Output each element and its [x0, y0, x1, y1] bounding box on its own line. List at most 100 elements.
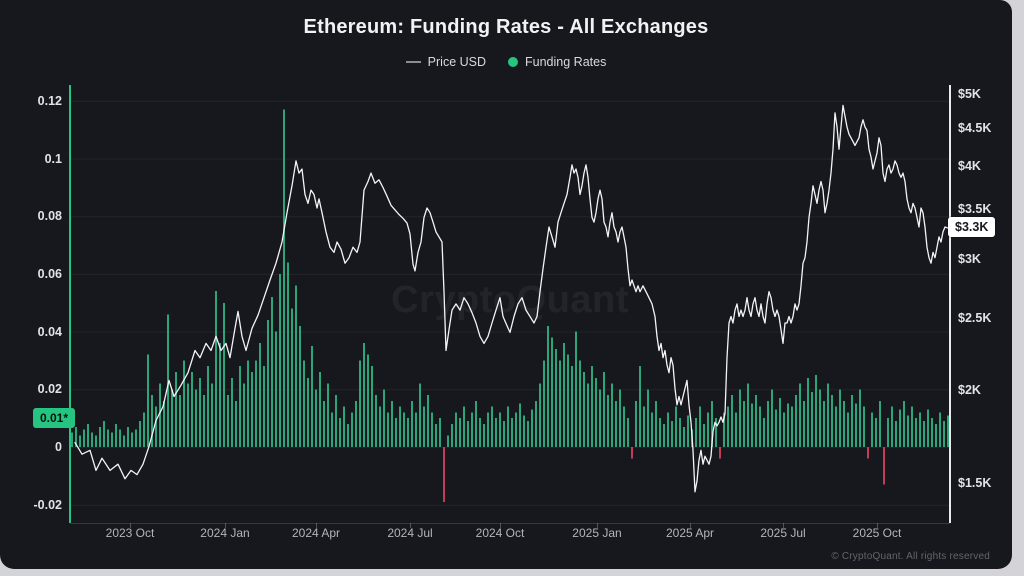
- funding-bar: [559, 360, 561, 447]
- funding-bar: [127, 426, 129, 447]
- funding-bar: [363, 343, 365, 447]
- funding-bar: [531, 409, 533, 447]
- funding-bar: [123, 435, 125, 447]
- funding-bar: [275, 331, 277, 447]
- funding-bar: [291, 308, 293, 447]
- legend-item-price[interactable]: Price USD: [405, 55, 487, 69]
- funding-bar: [411, 400, 413, 447]
- funding-bar: [591, 366, 593, 447]
- funding-bar: [347, 423, 349, 447]
- funding-bar: [95, 435, 97, 447]
- funding-bar: [623, 406, 625, 447]
- funding-bar: [795, 395, 797, 447]
- funding-bar: [567, 354, 569, 447]
- funding-bar: [187, 383, 189, 447]
- x-axis-tick-label: 2024 Jan: [200, 526, 250, 540]
- funding-bar: [931, 418, 933, 447]
- funding-bar: [483, 423, 485, 447]
- funding-bar: [579, 360, 581, 447]
- funding-bar: [671, 421, 673, 447]
- funding-bar: [75, 426, 77, 447]
- funding-bar: [927, 409, 929, 447]
- funding-bar: [399, 406, 401, 447]
- funding-bar: [635, 400, 637, 447]
- left-axis-tick-label: 0.02: [37, 382, 62, 397]
- x-axis-tick-label: 2025 Jan: [572, 526, 622, 540]
- funding-bar: [151, 395, 153, 447]
- funding-bar: [459, 418, 461, 447]
- funding-bar: [215, 291, 217, 447]
- funding-bar: [687, 415, 689, 447]
- funding-bar: [163, 400, 165, 447]
- funding-bar: [783, 412, 785, 447]
- funding-bar: [479, 418, 481, 447]
- funding-bar: [711, 400, 713, 447]
- funding-bar: [495, 418, 497, 447]
- funding-bar: [175, 371, 177, 447]
- funding-bar: [107, 429, 109, 447]
- legend-item-funding[interactable]: Funding Rates: [508, 55, 606, 69]
- chart-card: Ethereum: Funding Rates - All Exchanges …: [0, 0, 1012, 569]
- funding-bar: [419, 383, 421, 447]
- funding-bar: [703, 423, 705, 447]
- funding-bar: [619, 389, 621, 447]
- funding-bar: [755, 395, 757, 447]
- funding-bar: [747, 383, 749, 447]
- funding-bar: [323, 400, 325, 447]
- funding-bar: [391, 400, 393, 447]
- funding-bar: [251, 371, 253, 447]
- funding-bar: [935, 423, 937, 447]
- funding-bar: [735, 412, 737, 447]
- funding-bar: [375, 395, 377, 447]
- funding-bar: [787, 403, 789, 447]
- funding-bar: [451, 423, 453, 447]
- funding-bar: [263, 366, 265, 447]
- x-axis-tick-label: 2023 Oct: [105, 526, 155, 540]
- plot-area[interactable]: CryptoQuant 0.12 0.1 0.08 0.06 0.04 0.02 0 -0.0…: [0, 0, 1012, 569]
- funding-bar: [851, 395, 853, 447]
- funding-bar: [439, 418, 441, 447]
- funding-bar: [639, 366, 641, 447]
- funding-bar: [503, 421, 505, 447]
- funding-bar: [759, 406, 761, 447]
- legend: Price USD Funding Rates: [0, 55, 1012, 69]
- funding-bar: [631, 447, 633, 459]
- left-axis-tick-label: 0.04: [37, 324, 62, 339]
- funding-bar: [571, 366, 573, 447]
- legend-label-price: Price USD: [427, 55, 487, 69]
- funding-bar: [827, 383, 829, 447]
- funding-bar: [119, 429, 121, 447]
- funding-bar: [823, 400, 825, 447]
- funding-bar: [471, 412, 473, 447]
- funding-bar: [91, 432, 93, 447]
- funding-bar: [355, 400, 357, 447]
- funding-bar: [407, 418, 409, 447]
- funding-bar: [159, 383, 161, 447]
- right-axis-tick-label: $4K: [958, 158, 981, 173]
- funding-bar: [907, 415, 909, 447]
- funding-bar: [835, 406, 837, 447]
- funding-bar: [607, 395, 609, 447]
- funding-bar: [903, 400, 905, 447]
- funding-bar: [139, 421, 141, 447]
- x-axis-tick-label: 2024 Oct: [475, 526, 525, 540]
- funding-bar: [611, 383, 613, 447]
- funding-bar: [695, 418, 697, 447]
- funding-bar: [859, 389, 861, 447]
- funding-bar: [719, 447, 721, 459]
- funding-bar: [603, 371, 605, 447]
- funding-bar: [723, 412, 725, 447]
- funding-bar: [131, 432, 133, 447]
- funding-bar: [351, 412, 353, 447]
- funding-bar: [423, 406, 425, 447]
- left-axis-tick-label: 0.12: [37, 93, 62, 108]
- funding-bar: [455, 412, 457, 447]
- funding-bar: [535, 400, 537, 447]
- funding-bar: [315, 389, 317, 447]
- funding-bar: [767, 400, 769, 447]
- funding-bar: [447, 435, 449, 447]
- funding-bar: [327, 383, 329, 447]
- funding-bar: [847, 412, 849, 447]
- funding-bar: [615, 400, 617, 447]
- funding-bar: [799, 383, 801, 447]
